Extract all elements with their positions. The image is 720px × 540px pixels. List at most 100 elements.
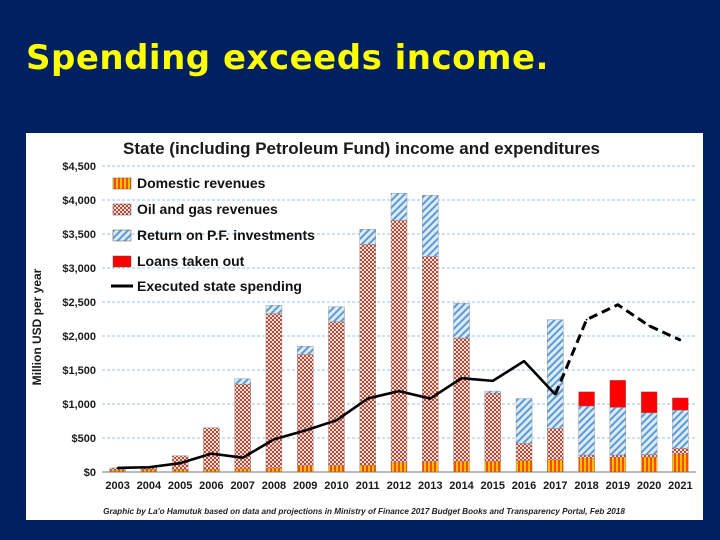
bar-domestic-2008 — [265, 467, 283, 473]
spending-point-2017 — [554, 393, 557, 396]
bar-oil-gas-2021 — [672, 448, 689, 455]
bar-oil-gas-2016 — [515, 443, 533, 461]
legend-label-return: Return on P.F. investments — [137, 227, 315, 243]
legend-swatch-oil-gas — [112, 203, 132, 216]
bar-return-2021 — [672, 409, 689, 449]
spending-point-2010 — [335, 419, 338, 422]
spending-point-2007 — [241, 456, 244, 459]
bar-oil-gas-2011 — [359, 243, 376, 466]
bar-return-2018 — [578, 405, 595, 456]
bar-return-2013 — [422, 195, 439, 257]
bar-return-2007 — [234, 378, 251, 385]
bar-oil-gas-2012 — [390, 220, 408, 463]
bar-oil-gas-2009 — [297, 354, 314, 467]
spending-point-2013 — [429, 397, 432, 400]
spending-point-2004 — [147, 466, 150, 469]
legend-label-oil-gas: Oil and gas revenues — [137, 201, 278, 217]
x-tick-label: 2009 — [293, 480, 317, 492]
y-tick-label: $2,000 — [62, 331, 96, 343]
bar-return-2010 — [328, 306, 345, 322]
legend-label-loans: Loans taken out — [137, 253, 245, 269]
spending-line — [116, 303, 682, 470]
bar-domestic-2014 — [453, 460, 470, 473]
spending-point-2008 — [273, 438, 275, 441]
bar-domestic-2019 — [609, 457, 627, 473]
bar-loans-2021 — [672, 397, 689, 411]
legend: Domestic revenues Oil and gas revenues R… — [111, 175, 315, 294]
bar-oil-gas-2006 — [203, 427, 220, 470]
bar-domestic-2021 — [672, 454, 689, 473]
y-tick-label: $0 — [84, 467, 96, 479]
bars — [109, 193, 689, 473]
bar-oil-gas-2020 — [640, 454, 658, 458]
x-tick-label: 2020 — [637, 480, 661, 492]
x-tick-label: 2013 — [418, 480, 442, 492]
spending-point-2006 — [210, 452, 213, 455]
chart-title: State (including Petroleum Fund) income … — [123, 139, 600, 158]
x-tick-label: 2015 — [481, 480, 505, 492]
bar-oil-gas-2013 — [422, 256, 439, 463]
source-note: Graphic by La'o Hamutuk based on data an… — [103, 507, 625, 516]
spending-point-2012 — [398, 390, 400, 392]
y-tick-label: $1,500 — [62, 365, 96, 377]
y-tick-label: $3,500 — [62, 229, 96, 241]
bar-oil-gas-2017 — [547, 428, 564, 460]
x-tick-label: 2012 — [387, 480, 411, 492]
bar-domestic-2010 — [328, 465, 345, 473]
bar-loans-2019 — [609, 379, 627, 408]
slide-title: Spending exceeds income. — [26, 38, 549, 78]
legend-label-spending: Executed state spending — [137, 278, 302, 294]
bar-domestic-2012 — [390, 462, 408, 473]
bar-domestic-2020 — [640, 456, 658, 473]
bar-domestic-2011 — [359, 465, 376, 473]
bar-domestic-2009 — [297, 465, 314, 473]
bar-domestic-2017 — [547, 459, 564, 473]
y-tick-label: $2,500 — [62, 297, 96, 309]
x-tick-label: 2016 — [512, 480, 536, 492]
x-tick-label: 2010 — [324, 480, 348, 492]
bar-return-2011 — [359, 229, 376, 245]
spending-point-2009 — [304, 429, 307, 432]
x-tick-label: 2006 — [199, 480, 223, 492]
legend-label-domestic: Domestic revenues — [137, 175, 266, 191]
y-tick-label: $4,000 — [62, 195, 96, 207]
bar-domestic-2018 — [578, 458, 595, 473]
bar-return-2008 — [265, 305, 283, 314]
bar-return-2014 — [453, 303, 470, 339]
spending-point-2015 — [491, 379, 494, 382]
spending-point-2011 — [366, 397, 369, 400]
bar-return-2009 — [297, 345, 314, 355]
bar-return-2016 — [515, 398, 533, 444]
spending-point-2018 — [585, 318, 588, 321]
y-tick-label: $3,000 — [62, 263, 96, 275]
bar-oil-gas-2008 — [265, 313, 283, 469]
bar-return-2017 — [547, 319, 564, 429]
y-tick-label: $1,000 — [62, 399, 96, 411]
x-tick-label: 2011 — [356, 480, 380, 492]
x-tick-label: 2008 — [262, 480, 286, 492]
bar-domestic-2016 — [515, 460, 533, 473]
spending-point-2014 — [460, 377, 463, 380]
legend-swatch-domestic — [112, 177, 132, 190]
bar-domestic-2007 — [234, 468, 251, 473]
x-tick-label: 2004 — [137, 480, 162, 492]
x-tick-label: 2021 — [668, 480, 692, 492]
bar-oil-gas-2019 — [609, 454, 627, 458]
legend-swatch-return — [112, 229, 132, 242]
bar-domestic-2015 — [484, 460, 501, 473]
bar-domestic-2013 — [422, 461, 439, 473]
spending-point-2021 — [679, 339, 682, 341]
legend-swatch-loans — [112, 255, 132, 268]
y-tick-label: $4,500 — [62, 161, 96, 173]
bar-loans-2020 — [640, 391, 658, 414]
chart-svg: $0 $500 $1,000 $1,500 $2,000 $2,500 $3,000 $3,5… — [30, 139, 696, 516]
bar-oil-gas-2010 — [328, 321, 345, 467]
bar-loans-2018 — [578, 391, 595, 407]
spending-point-2005 — [179, 462, 182, 465]
axes: $0 $500 $1,000 $1,500 $2,000 $2,500 $3,000 $3,5… — [62, 161, 696, 492]
bar-oil-gas-2018 — [578, 454, 595, 459]
x-tick-label: 2007 — [230, 480, 254, 492]
bar-return-2020 — [640, 412, 658, 455]
spending-point-2016 — [523, 360, 525, 363]
spending-point-2019 — [616, 303, 619, 306]
